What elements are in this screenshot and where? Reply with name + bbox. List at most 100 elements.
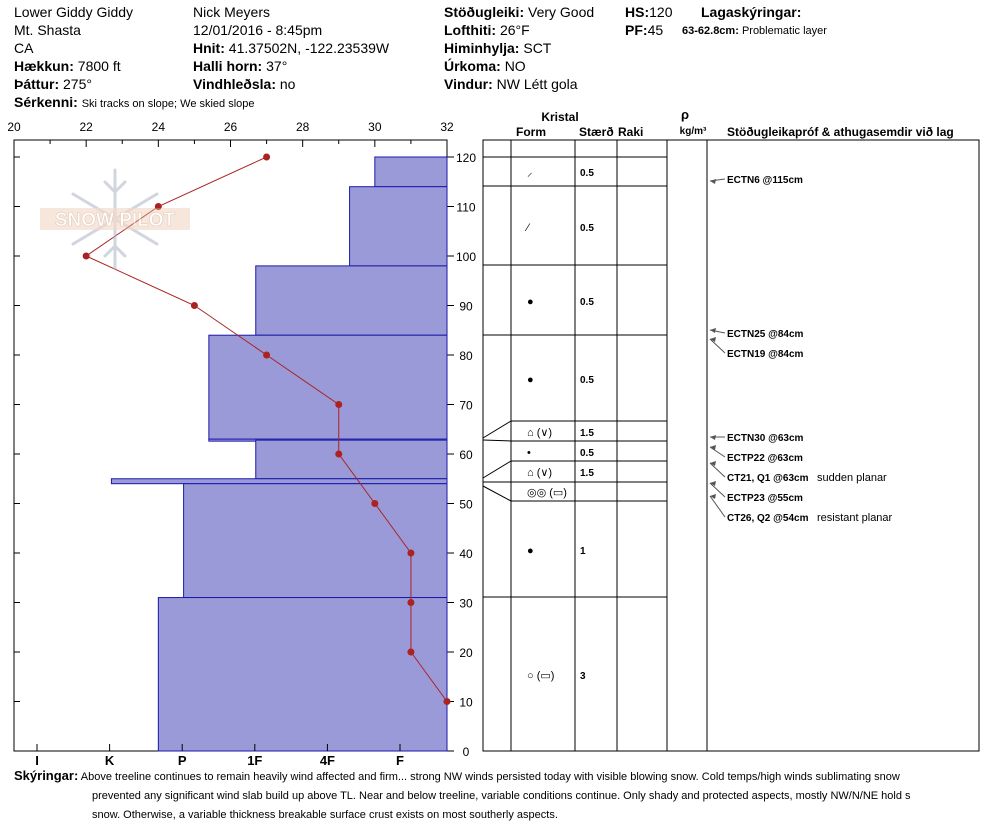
- features-field: Sérkenni: Ski tracks on slope; We skied …: [14, 94, 255, 110]
- temperature-point: [190, 302, 198, 309]
- depth-tick-label: 60: [459, 448, 473, 462]
- crystal-form: •: [527, 447, 531, 459]
- hardness-tick-label: F: [396, 753, 404, 765]
- comments-line-2: prevented any significant wind slab buil…: [92, 790, 911, 802]
- crystal-size: 0.5: [580, 448, 594, 459]
- hardness-bar: [208, 334, 448, 440]
- header-left: Lower Giddy Giddy Mt. Shasta CA Hækkun: …: [14, 3, 133, 93]
- temp-tick-label: 30: [368, 120, 382, 134]
- hardness-bar: [110, 478, 448, 485]
- layer-connector: [482, 439, 512, 442]
- depth-tick-label: 120: [456, 151, 476, 165]
- hs-field: HS:120: [625, 4, 673, 20]
- test-label: ECTN6 @115cm: [727, 175, 803, 186]
- test-arrowhead: [710, 435, 716, 440]
- temperature-point: [154, 203, 162, 210]
- wind-field: Vindur: NW Létt gola: [444, 76, 578, 92]
- temperature-point: [82, 252, 90, 260]
- test-label: ECTP22 @63cm: [727, 453, 803, 464]
- hardness-bar: [374, 156, 448, 188]
- layer-connector: [482, 460, 512, 479]
- header-middle: Nick Meyers 12/01/2016 - 8:45pm Hnit: 41…: [193, 3, 389, 93]
- air-temp-field: Lofthiti: 26°F: [444, 22, 530, 38]
- hardness-tick-label: K: [105, 753, 115, 765]
- depth-tick-label: 110: [456, 201, 475, 215]
- temperature-profile: [82, 153, 451, 705]
- crystal-size: 0.5: [580, 375, 594, 386]
- crystal-form: ⁄: [524, 222, 531, 234]
- crystal-size: 1: [580, 546, 586, 557]
- crystal-form: ●: [527, 296, 534, 308]
- layers-label: Lagaskýringar:: [701, 4, 802, 20]
- comments-line-3: snow. Otherwise, a variable thickness br…: [92, 809, 558, 821]
- hardness-bars: [110, 156, 448, 752]
- state-name: CA: [14, 40, 34, 56]
- temp-tick-label: 26: [224, 120, 238, 134]
- mountain-name: Mt. Shasta: [14, 22, 81, 38]
- temp-tick-label: 28: [296, 120, 310, 134]
- temperature-line: [85, 156, 448, 702]
- test-label: ECTN30 @63cm: [727, 433, 804, 444]
- comments: Skýringar: Above treeline continues to r…: [14, 766, 994, 825]
- elevation-field: Hækkun: 7800 ft: [14, 58, 121, 74]
- crystal-form: ⌂ (∨): [527, 467, 552, 479]
- stability-tests: ECTN6 @115cm ECTN25 @84cm ECTN19 @84cm ECTN…: [709, 175, 893, 524]
- observer-name: Nick Meyers: [193, 4, 271, 20]
- layer-connector: [482, 420, 512, 439]
- density-symbol: ρ: [681, 107, 689, 122]
- depth-tick-label: 0: [463, 745, 470, 759]
- temperature-point: [371, 500, 379, 507]
- temperature-point: [443, 698, 451, 705]
- test-note: sudden planar: [817, 472, 887, 484]
- test-label: CT26, Q2 @54cm: [727, 513, 809, 524]
- test-arrow: [709, 495, 726, 518]
- crystal-size: 3: [580, 671, 586, 682]
- test-arrowhead: [710, 328, 716, 333]
- temperature-point: [263, 153, 271, 161]
- hardness-bar: [157, 597, 448, 752]
- header-conditions: Stöðugleiki: Very Good Lofthiti: 26°F Hi…: [444, 3, 594, 93]
- crystal-form: ⸝: [527, 167, 533, 179]
- snowpilot-logo: SNOW PILOT: [40, 168, 190, 270]
- temperature-point: [263, 351, 271, 359]
- precip-field: Úrkoma: NO: [444, 58, 526, 74]
- temperature-point: [407, 648, 415, 656]
- test-label: CT21, Q1 @63cm: [727, 473, 809, 484]
- depth-axis: 0 10 20 30 40 50 60 70 80 90 100 110 120: [14, 151, 476, 759]
- hardness-tick-label: I: [35, 753, 39, 765]
- depth-tick-label: 50: [459, 498, 473, 512]
- temperature-point: [407, 549, 415, 557]
- depth-tick-label: 70: [459, 399, 473, 413]
- crystal-size: 0.5: [580, 223, 594, 234]
- depth-tick-label: 80: [459, 349, 473, 363]
- test-arrowhead: [710, 337, 716, 342]
- hardness-tick-label: 1F: [247, 753, 262, 765]
- depth-tick-label: 20: [459, 646, 473, 660]
- crystal-rows: ⸝ 0.5 ⁄ 0.5 ● 0.5 ● 0.5 ⌂ (∨) 1.5 • 0.5 ⌂ (∨) 1.5 ◎◎ (…: [524, 167, 594, 682]
- test-arrow: [709, 446, 726, 458]
- depth-tick-label: 90: [459, 300, 473, 314]
- depth-tick-label: 40: [459, 547, 473, 561]
- stability-field: Stöðugleiki: Very Good: [444, 4, 595, 20]
- temp-tick-label: 22: [79, 120, 93, 134]
- header-depths: HS:120 PF:45: [625, 3, 672, 39]
- crystal-form: ◎◎ (▭): [527, 487, 567, 499]
- test-note: resistant planar: [817, 512, 893, 524]
- aspect-field: Þáttur: 275°: [14, 76, 92, 92]
- test-arrowhead: [710, 461, 716, 466]
- layer-note: 63-62.8cm: Problematic layer: [682, 25, 827, 37]
- moisture-header: Raki: [618, 125, 643, 139]
- logo-text: SNOW PILOT: [55, 210, 176, 231]
- temperature-point: [335, 401, 343, 408]
- form-header: Form: [516, 125, 546, 139]
- pf-field: PF:45: [625, 22, 664, 38]
- hardness-tick-label: 4F: [320, 753, 335, 765]
- temperature-point: [335, 450, 343, 458]
- test-label: ECTN19 @84cm: [727, 349, 804, 360]
- depth-tick-label: 30: [459, 597, 473, 611]
- crystal-header: Kristal: [541, 110, 578, 124]
- test-arrowhead: [710, 179, 716, 184]
- test-arrow: [709, 462, 726, 478]
- hardness-bar: [255, 439, 448, 480]
- crystal-size: 1.5: [580, 468, 594, 479]
